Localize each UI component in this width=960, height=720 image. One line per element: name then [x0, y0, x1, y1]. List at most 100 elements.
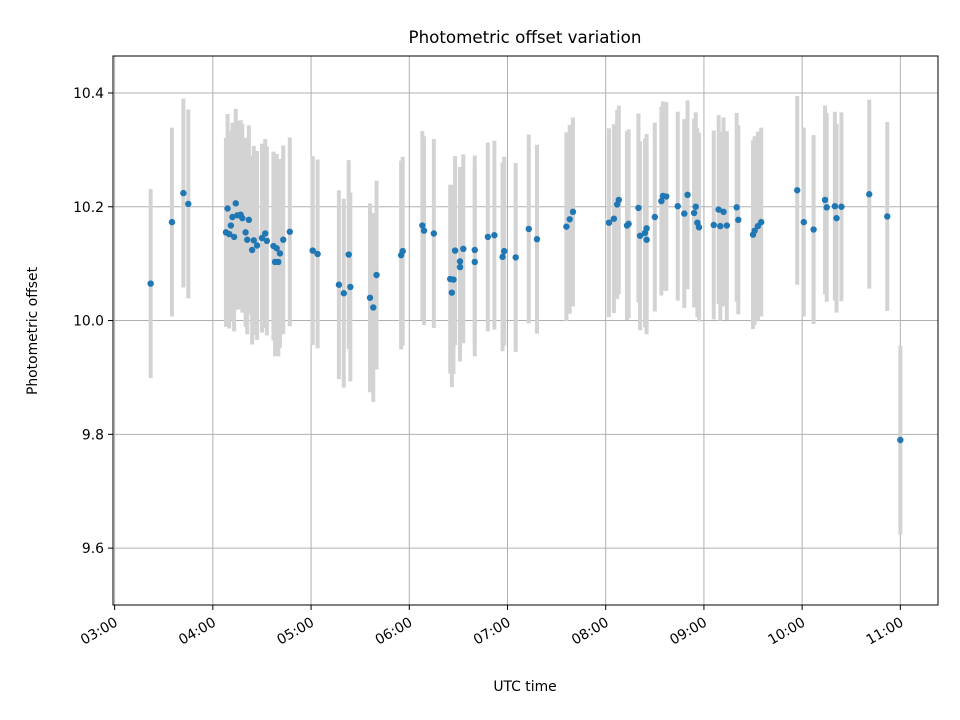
data-point	[674, 202, 681, 210]
data-point	[340, 290, 348, 297]
data-point	[419, 222, 426, 229]
data-point	[276, 250, 284, 257]
data-point	[651, 213, 659, 221]
data-point	[499, 253, 506, 261]
data-point	[147, 280, 154, 287]
y-tick-label: 10.0	[73, 314, 104, 330]
data-point	[569, 208, 577, 216]
data-point	[460, 245, 467, 253]
data-point	[733, 204, 740, 211]
data-point	[456, 258, 464, 265]
data-point	[484, 233, 492, 241]
data-point	[263, 237, 271, 245]
data-point	[245, 216, 253, 224]
data-point	[710, 221, 717, 229]
data-point	[501, 247, 508, 255]
data-point	[663, 193, 670, 200]
data-point	[566, 216, 573, 223]
data-point	[692, 203, 699, 210]
data-point	[345, 251, 352, 258]
data-point	[833, 214, 840, 222]
data-point	[821, 196, 829, 204]
data-point	[658, 197, 665, 205]
data-point	[448, 289, 456, 296]
data-point	[373, 271, 380, 279]
data-point	[735, 216, 742, 224]
data-point	[643, 225, 650, 232]
data-point	[810, 226, 817, 233]
data-point	[525, 225, 532, 233]
data-point	[253, 242, 261, 249]
data-point	[471, 246, 478, 254]
data-point	[232, 200, 239, 207]
data-point	[451, 247, 459, 254]
data-point	[168, 218, 176, 226]
y-tick-label: 9.6	[82, 541, 104, 557]
data-point	[224, 205, 231, 212]
data-point	[227, 222, 235, 229]
data-point	[491, 232, 498, 239]
data-point	[758, 218, 765, 226]
data-point	[636, 232, 644, 239]
data-point	[643, 236, 650, 243]
y-axis-label: Photometric offset	[25, 266, 41, 395]
data-point	[723, 222, 731, 229]
data-point	[751, 227, 758, 234]
data-point	[605, 219, 613, 226]
data-point	[635, 204, 642, 212]
data-point	[450, 276, 457, 283]
data-point	[800, 218, 807, 226]
data-point	[715, 206, 722, 213]
data-point	[229, 213, 236, 221]
data-point	[456, 263, 464, 271]
data-point	[262, 230, 269, 237]
data-point	[309, 247, 316, 254]
data-point	[884, 213, 891, 220]
data-point	[695, 224, 703, 231]
data-points	[147, 187, 904, 444]
data-point	[244, 236, 251, 243]
data-point	[273, 245, 280, 252]
data-point	[335, 281, 343, 288]
data-point	[533, 235, 541, 243]
data-point	[248, 246, 256, 254]
chart-title: Photometric offset variation	[409, 27, 642, 47]
data-point	[314, 250, 321, 258]
data-point	[226, 230, 233, 238]
plot-frame	[112, 55, 939, 606]
data-point	[258, 234, 266, 242]
x-axis-label: UTC time	[493, 679, 556, 695]
data-point	[370, 304, 377, 311]
y-axis-ticks: 9.6 9.8 10.0 10.2 10.4	[73, 86, 113, 557]
data-point	[275, 258, 282, 266]
y-tick-label: 9.8	[82, 427, 104, 443]
data-point	[239, 214, 246, 222]
y-tick-label: 10.2	[73, 200, 104, 216]
data-point	[512, 254, 519, 261]
data-point	[366, 294, 374, 301]
y-tick-label: 10.4	[73, 86, 104, 102]
data-point	[681, 210, 688, 217]
data-point	[625, 220, 632, 228]
data-point	[563, 223, 570, 230]
data-point	[180, 189, 187, 197]
data-point	[720, 208, 727, 216]
data-point	[280, 236, 287, 243]
data-point	[684, 191, 691, 199]
data-point	[185, 200, 192, 208]
data-point	[717, 222, 724, 230]
data-point	[831, 202, 839, 210]
data-point	[399, 247, 406, 255]
data-point	[250, 237, 257, 244]
data-point	[823, 204, 830, 211]
data-point	[615, 196, 623, 204]
data-point	[430, 230, 438, 237]
data-point	[690, 209, 698, 217]
data-point	[471, 258, 478, 266]
data-point	[838, 203, 845, 210]
data-point	[420, 227, 428, 234]
data-point	[610, 215, 618, 222]
data-point	[230, 233, 238, 241]
data-point	[286, 228, 293, 235]
